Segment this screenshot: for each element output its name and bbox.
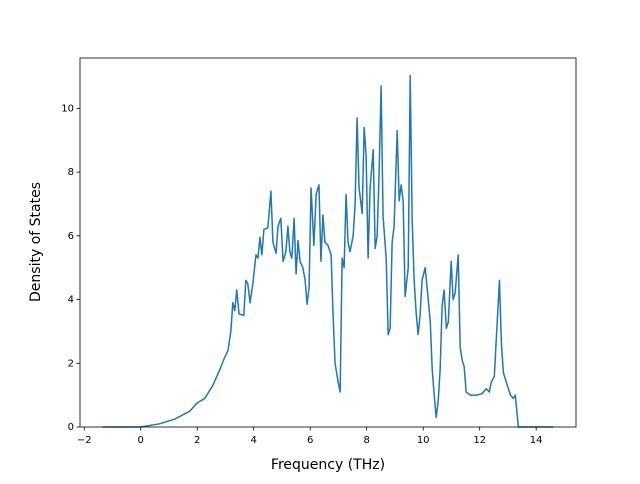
y-tick-label: 2: [68, 358, 74, 369]
x-tick-label: 0: [138, 435, 144, 446]
y-tick-label: 0: [68, 422, 74, 433]
x-axis-label: Frequency (THz): [271, 457, 385, 473]
x-tick-label: 4: [251, 435, 257, 446]
x-tick-label: 2: [194, 435, 200, 446]
x-tick-label: 14: [530, 435, 543, 446]
x-tick-label: 12: [473, 435, 486, 446]
plot-frame: [79, 57, 577, 428]
x-tick-label: 6: [307, 435, 313, 446]
x-tick-label: −2: [77, 435, 92, 446]
y-tick-label: 10: [61, 103, 74, 114]
y-axis-label: Density of States: [28, 182, 44, 302]
x-tick-label: 10: [417, 435, 430, 446]
dos-line: [102, 74, 554, 428]
x-tick-label: 8: [364, 435, 370, 446]
y-tick-label: 8: [68, 167, 74, 178]
y-tick-label: 4: [68, 295, 74, 306]
y-tick-label: 6: [68, 231, 74, 242]
